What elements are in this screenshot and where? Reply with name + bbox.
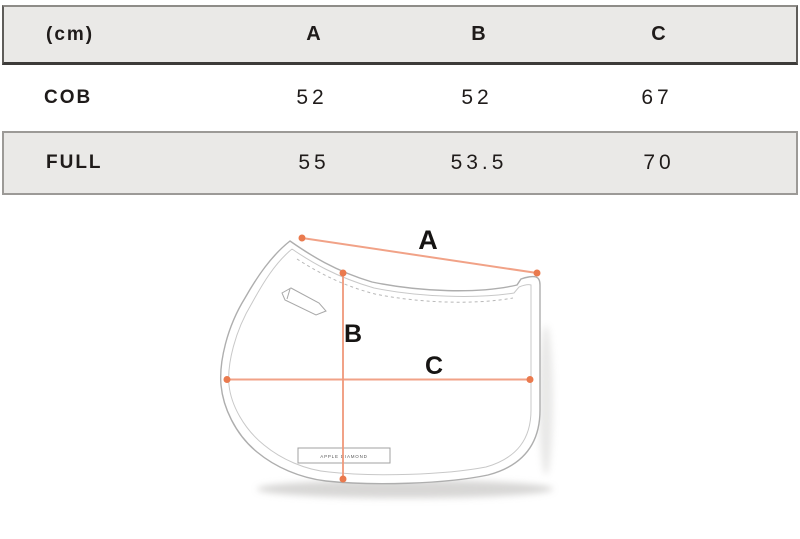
saddle-pad-outline: [220, 240, 541, 485]
cob-value-c: 67: [641, 86, 673, 109]
measure-dot-c-right: [526, 376, 534, 383]
saddle-pad-diagram: APPLE DIAMOND A B C: [0, 195, 800, 528]
measure-dot-b-top: [339, 269, 347, 277]
row-label-cob: COB: [44, 87, 93, 108]
full-value-c: 70: [643, 151, 675, 174]
measure-dot-a-right: [533, 269, 541, 277]
strap-keeper: [281, 287, 327, 316]
full-value-b: 53.5: [450, 151, 508, 174]
pad-stitch-dashed-line: [296, 258, 514, 303]
column-header-c: C: [651, 23, 667, 45]
cob-value-b: 52: [461, 86, 493, 109]
saddle-pad-svg: APPLE DIAMOND A B C: [220, 225, 553, 498]
pad-shadow-right: [539, 325, 553, 475]
column-header-b: B: [471, 23, 487, 45]
strap-keeper-fold-line: [286, 288, 291, 300]
measure-label-a: A: [418, 225, 438, 255]
measure-label-b: B: [344, 320, 362, 348]
measure-dot-c-left: [223, 376, 231, 383]
table-header-row: (cm) A B C: [2, 5, 798, 65]
row-label-full: FULL: [46, 152, 103, 173]
unit-header-cell: (cm): [46, 23, 95, 45]
table-row-cob: COB 52 52 67: [2, 65, 798, 131]
full-value-a: 55: [298, 151, 330, 174]
pad-inner-trim-line: [228, 248, 532, 476]
measure-dot-a-left: [298, 234, 306, 242]
size-table: (cm) A B C COB 52 52 67 FULL 55 53.5 70: [2, 5, 798, 195]
measure-label-c: C: [425, 352, 443, 380]
cob-value-a: 52: [296, 86, 328, 109]
pad-shadow-bottom: [257, 480, 553, 498]
measure-dot-b-bottom: [339, 475, 347, 483]
column-header-a: A: [306, 23, 322, 45]
table-row-full: FULL 55 53.5 70: [2, 131, 798, 195]
size-chart-page: (cm) A B C COB 52 52 67 FULL 55 53.5 70: [0, 5, 800, 528]
measure-line-a: [301, 237, 538, 274]
